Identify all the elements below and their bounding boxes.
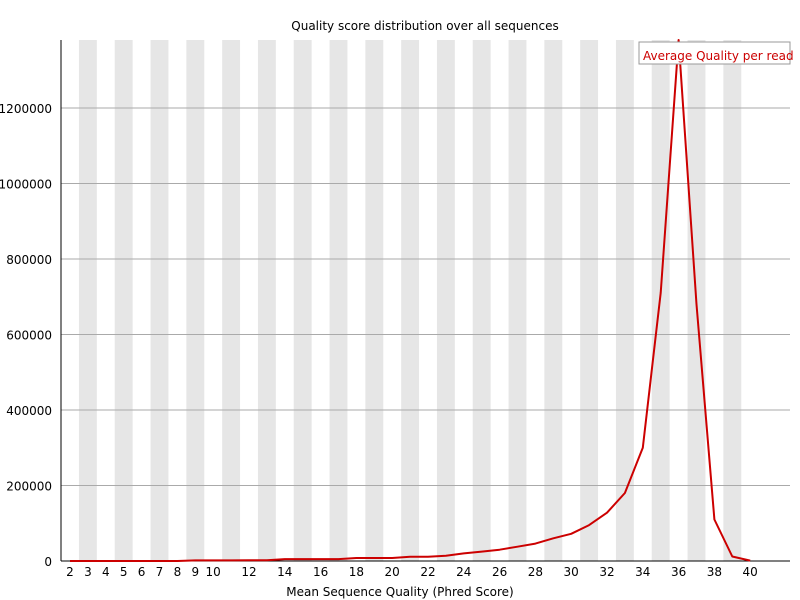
x-tick-label: 30 [564,565,579,579]
y-tick-label: 1200000 [0,102,52,116]
series-line [70,39,751,562]
x-tick-label: 8 [174,565,182,579]
column-band [580,40,599,561]
x-tick-label: 16 [313,565,328,579]
horizontal-gridlines [61,107,790,486]
x-tick-label: 5 [120,565,128,579]
column-band [150,40,169,561]
column-band [186,40,205,561]
legend: Average Quality per read [638,41,794,65]
x-tick-label: 3 [84,565,92,579]
x-tick-label: 34 [635,565,650,579]
x-tick-label: 12 [241,565,256,579]
y-tick-label: 800000 [6,253,52,267]
x-tick-label: 40 [743,565,758,579]
column-band [293,40,312,561]
x-tick-label: 20 [385,565,400,579]
x-tick-label: 14 [277,565,292,579]
y-tick-labels: 0 200000 400000 600000 800000 1000000 1200000 [0,102,52,569]
column-band [222,40,241,561]
axes [60,40,790,562]
column-band [114,40,133,561]
x-tick-label: 4 [102,565,110,579]
column-band [544,40,563,561]
legend-entry-label: Average Quality per read [643,49,794,63]
chart-title: Quality score distribution over all sequ… [291,19,558,33]
column-band [436,40,455,561]
y-tick-label: 1000000 [0,177,52,191]
x-tick-label: 36 [671,565,686,579]
x-axis-label: Mean Sequence Quality (Phred Score) [286,585,514,599]
column-band [723,40,742,561]
x-tick-label: 24 [456,565,471,579]
series-lines [69,39,751,562]
column-band [472,40,491,561]
legend-box [638,41,791,65]
x-tick-label: 9 [191,565,199,579]
column-band [257,40,276,561]
x-tick-label: 38 [707,565,722,579]
x-tick-label: 26 [492,565,507,579]
x-tick-label: 32 [599,565,614,579]
x-tick-label: 2 [66,565,74,579]
column-band [365,40,384,561]
column-band [401,40,420,561]
y-tick-label: 400000 [6,404,52,418]
column-band [508,40,527,561]
x-tick-label: 18 [349,565,364,579]
x-tick-label: 28 [528,565,543,579]
x-tick-labels: 2 3 4 5 6 7 8 9 10 12 14 16 18 20 22 24 26 28 30 32 34 36 38 40 [66,565,758,579]
x-tick-label: 7 [156,565,164,579]
y-tick-label: 0 [44,555,52,569]
x-tick-label: 22 [420,565,435,579]
column-band [329,40,348,561]
y-tick-label: 200000 [6,479,52,493]
column-band [615,40,634,561]
column-bands [78,40,742,561]
column-band [78,40,97,561]
x-tick-label: 6 [138,565,146,579]
y-tick-label: 600000 [6,328,52,342]
x-tick-label: 10 [206,565,221,579]
